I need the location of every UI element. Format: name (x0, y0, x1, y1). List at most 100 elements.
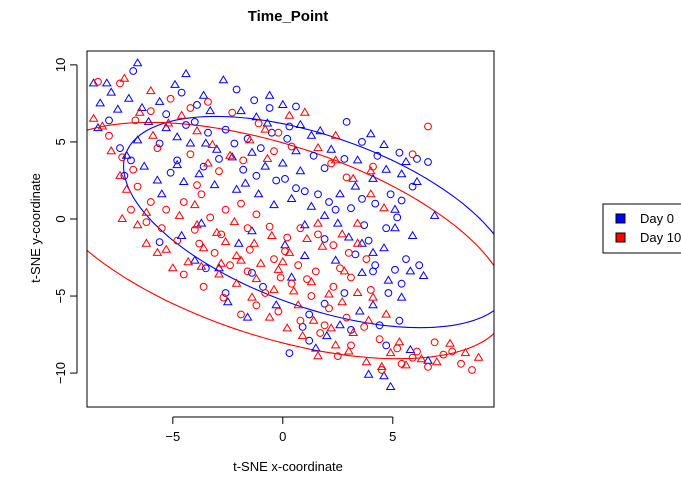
point-day-0-circle (351, 250, 360, 259)
point-day-0-circle (305, 336, 314, 345)
point-day-10-circle (245, 245, 254, 254)
point-day-10-triangle (220, 236, 231, 246)
point-day-10-circle (219, 293, 228, 302)
point-day-10-triangle (288, 286, 299, 295)
point-day-0-triangle (247, 147, 257, 156)
point-day-0-circle (320, 299, 329, 308)
point-day-10-triangle (313, 142, 323, 152)
point-day-10-circle (265, 222, 274, 231)
point-day-0-circle (193, 101, 201, 109)
point-day-10-triangle (273, 264, 284, 273)
point-day-10-circle (243, 267, 252, 276)
point-day-10-circle (325, 304, 333, 313)
point-day-0-circle (300, 187, 309, 196)
point-day-0-triangle (396, 169, 407, 178)
point-day-10-triangle (198, 243, 209, 252)
point-day-10-triangle (277, 256, 288, 266)
point-day-0-triangle (156, 189, 167, 198)
point-day-0-circle (283, 134, 292, 143)
point-day-0-triangle (236, 105, 246, 115)
point-day-0-circle (267, 128, 276, 137)
legend-box (602, 203, 681, 254)
point-day-10-triangle (330, 130, 341, 139)
point-day-10-circle (217, 230, 226, 239)
point-day-0-triangle (306, 130, 317, 139)
point-day-10-triangle (326, 323, 337, 332)
point-day-0-triangle (332, 218, 343, 227)
point-day-0-triangle (253, 189, 264, 198)
point-day-0-circle (391, 265, 399, 274)
point-day-10-circle (329, 282, 338, 291)
point-day-10-circle (186, 104, 195, 112)
point-day-0-circle (320, 235, 329, 243)
point-day-10-circle (287, 142, 296, 151)
point-day-10-circle (162, 205, 171, 214)
point-day-0-circle (248, 269, 256, 277)
point-day-10-circle (254, 119, 263, 128)
point-day-0-circle (190, 118, 199, 126)
point-day-10-circle (413, 347, 421, 356)
legend-label: Day 0 (640, 211, 674, 226)
point-day-10-circle (362, 255, 371, 264)
point-day-0-triangle (264, 90, 275, 99)
point-day-0-triangle (143, 116, 154, 125)
point-day-10-circle (116, 79, 124, 88)
chart-title: Time_Point (248, 8, 329, 25)
point-day-10-circle (347, 273, 355, 282)
point-day-10-triangle (141, 238, 152, 247)
point-day-0-triangle (196, 218, 207, 227)
point-day-0-triangle (357, 267, 367, 276)
point-day-0-triangle (286, 272, 297, 281)
point-day-10-circle (448, 347, 457, 356)
point-day-10-triangle (207, 139, 218, 148)
y-tick-label: −10 (53, 362, 68, 384)
point-day-0-triangle (198, 90, 209, 99)
point-day-0-triangle (405, 344, 416, 353)
point-day-10-triangle (119, 73, 130, 82)
point-day-10-circle (424, 363, 432, 371)
point-day-0-circle (204, 128, 212, 137)
legend-label: Day 10 (640, 230, 681, 245)
point-day-0-triangle (286, 193, 297, 202)
x-tick-label: −5 (165, 429, 180, 444)
point-day-0-circle (155, 238, 164, 247)
point-day-0-triangle (277, 158, 288, 167)
point-day-0-circle (413, 155, 421, 163)
y-axis: −10 −5 0 5 10 (53, 58, 78, 384)
point-day-10-circle (276, 273, 285, 282)
point-day-10-triangle (363, 315, 374, 324)
point-day-0-triangle (178, 176, 189, 185)
point-day-10-triangle (260, 124, 271, 133)
y-tick-label: −5 (53, 289, 68, 304)
point-day-0-triangle (132, 135, 143, 144)
point-day-0-triangle (242, 312, 253, 321)
point-day-0-triangle (95, 98, 106, 107)
point-day-0-triangle (181, 68, 191, 78)
point-day-0-triangle (368, 173, 378, 182)
point-day-10-triangle (203, 158, 213, 167)
point-day-10-triangle (394, 337, 405, 346)
point-day-10-circle (228, 108, 237, 117)
point-day-10-triangle (308, 315, 319, 324)
point-day-10-circle (296, 224, 305, 233)
point-day-0-circle (250, 96, 259, 105)
point-day-0-circle (340, 289, 349, 297)
point-day-10-circle (366, 286, 375, 294)
point-day-10-circle (360, 323, 369, 331)
point-day-10-circle (333, 352, 342, 361)
point-day-0-triangle (161, 122, 172, 132)
point-day-10-triangle (330, 155, 341, 164)
point-day-10-triangle (106, 146, 117, 155)
point-day-10-triangle (196, 261, 207, 270)
point-day-10-triangle (365, 189, 376, 198)
point-day-0-circle (342, 118, 351, 126)
point-day-10-circle (408, 150, 417, 159)
point-day-10-triangle (337, 297, 348, 306)
point-day-10-triangle (216, 258, 227, 267)
point-day-0-triangle (299, 250, 310, 259)
point-day-0-triangle (381, 164, 392, 173)
point-day-10-circle (146, 107, 155, 115)
point-day-10-triangle (313, 350, 323, 360)
point-day-0-circle (320, 164, 329, 173)
point-day-10-circle (252, 210, 261, 219)
